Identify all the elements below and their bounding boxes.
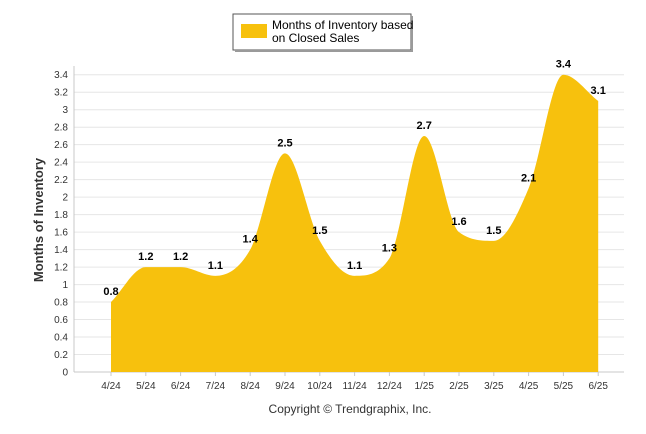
legend-label-line2: on Closed Sales [272,31,359,45]
x-tick-label: 7/24 [206,381,226,392]
data-label: 1.1 [208,260,223,272]
x-tick-label: 1/25 [414,381,434,392]
data-label: 1.1 [347,260,362,272]
data-label: 1.2 [173,251,188,263]
x-tick-label: 9/24 [275,381,295,392]
y-tick-label: 0.8 [54,298,68,309]
data-label: 2.5 [277,137,292,149]
y-tick-label: 0.2 [54,350,68,361]
y-tick-label: 1.2 [54,263,68,274]
legend: Months of Inventory based on Closed Sale… [232,13,413,52]
area-series [111,74,599,372]
x-tick-label: 5/25 [554,381,574,392]
y-tick-label: 2.2 [54,175,68,186]
y-tick-label: 3 [62,105,68,116]
y-tick-label: 1.6 [54,228,68,239]
data-label: 1.5 [312,225,327,237]
copyright-text: Copyright © Trendgraphix, Inc. [269,402,432,416]
data-label: 0.8 [103,286,118,298]
x-tick-label: 6/24 [171,381,191,392]
y-tick-label: 3.4 [54,70,68,81]
data-label: 1.6 [451,216,466,228]
x-tick-label: 2/25 [449,381,469,392]
data-label: 3.1 [591,85,606,97]
data-label: 1.5 [486,225,501,237]
x-tick-label: 8/24 [240,381,260,392]
x-axis: 4/24 5/24 6/24 7/24 8/24 9/24 10/24 11/24 12/24 1… [101,372,608,392]
y-tick-label: 2.8 [54,123,68,134]
data-label: 2.7 [417,120,432,132]
y-tick-label: 0 [62,368,68,379]
y-axis-title: Months of Inventory [31,157,46,282]
data-label: 1.2 [138,251,153,263]
legend-label-line1: Months of Inventory based [272,18,413,32]
y-tick-label: 1.8 [54,210,68,221]
x-tick-label: 12/24 [377,381,402,392]
y-tick-label: 3.2 [54,88,68,99]
x-tick-label: 5/24 [136,381,156,392]
x-tick-label: 11/24 [342,381,367,392]
area-fill [111,74,599,372]
x-tick-label: 10/24 [307,381,332,392]
x-tick-label: 4/25 [519,381,539,392]
x-tick-label: 4/24 [101,381,121,392]
x-tick-label: 6/25 [588,381,608,392]
x-tick-label: 3/25 [484,381,504,392]
y-tick-label: 2.6 [54,140,68,151]
data-label: 3.4 [556,59,572,71]
y-tick-label: 1.4 [54,245,68,256]
y-tick-label: 2 [62,193,68,204]
data-label: 1.4 [243,234,259,246]
legend-shadow-bottom [235,50,413,52]
data-label: 1.3 [382,242,397,254]
y-tick-label: 2.4 [54,158,68,169]
y-tick-label: 0.6 [54,315,68,326]
legend-swatch [241,24,267,38]
y-axis: 0 0.2 0.4 0.6 0.8 1 1.2 1.4 1.6 1.8 2 2.2 2.4 2.6 2.8 3… [54,70,68,378]
legend-shadow-right [411,16,413,52]
data-labels: 0.8 1.2 1.2 1.1 1.4 2.5 1.5 1.1 1.3 2.7 1.6 1.5 2.1 3… [103,59,605,298]
data-label: 2.1 [521,172,536,184]
y-tick-label: 0.4 [54,333,68,344]
y-tick-label: 1 [62,280,68,291]
